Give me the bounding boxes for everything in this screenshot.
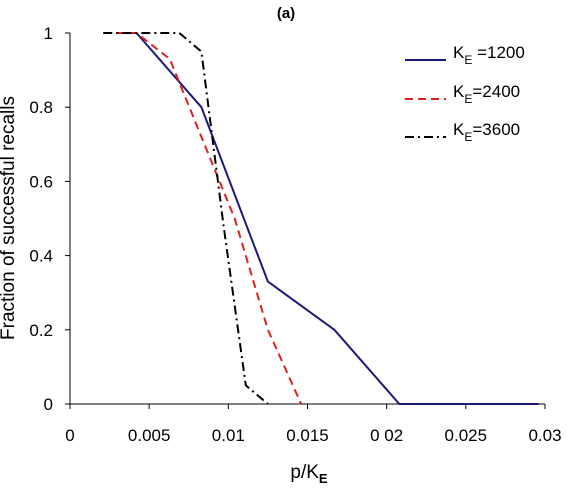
x-tick-label: 0 02 xyxy=(370,426,403,445)
series-line-1 xyxy=(135,32,539,405)
y-tick-label: 0.8 xyxy=(29,98,53,117)
series-line-2 xyxy=(103,32,303,405)
series-group xyxy=(103,32,539,405)
legend: KE =1200 KE=2400 KE=3600 xyxy=(405,43,525,144)
panel-label: (a) xyxy=(277,5,295,22)
axes: 0 0.2 0.4 0.6 0.8 1 0 0.005 0.01 0.015 0 02 0.025 0.… xyxy=(29,24,561,445)
legend-label-2: KE=2400 xyxy=(453,82,520,106)
y-tick-label: 0.6 xyxy=(29,172,53,191)
x-tick-label: 0 xyxy=(65,426,74,445)
x-tick-label: 0.005 xyxy=(128,426,171,445)
y-tick-label: 0.4 xyxy=(29,247,53,266)
x-tick-label: 0.03 xyxy=(528,426,561,445)
legend-label-3: KE=3600 xyxy=(453,120,520,144)
x-tick-label: 0.015 xyxy=(286,426,329,445)
x-tick-label: 0.01 xyxy=(212,426,245,445)
x-axis-title-sub: E xyxy=(319,471,328,486)
x-tick-label: 0.025 xyxy=(445,426,488,445)
x-axis-title-main: p/K xyxy=(290,462,319,483)
y-tick-label: 1 xyxy=(44,24,53,43)
legend-label-1: KE =1200 xyxy=(453,43,525,67)
y-tick-label: 0.2 xyxy=(29,321,53,340)
series-line-3 xyxy=(103,32,269,405)
y-axis-title: Fraction of successful recalls xyxy=(0,96,19,340)
y-tick-label: 0 xyxy=(44,395,53,414)
x-axis-title: p/KE xyxy=(290,462,328,486)
